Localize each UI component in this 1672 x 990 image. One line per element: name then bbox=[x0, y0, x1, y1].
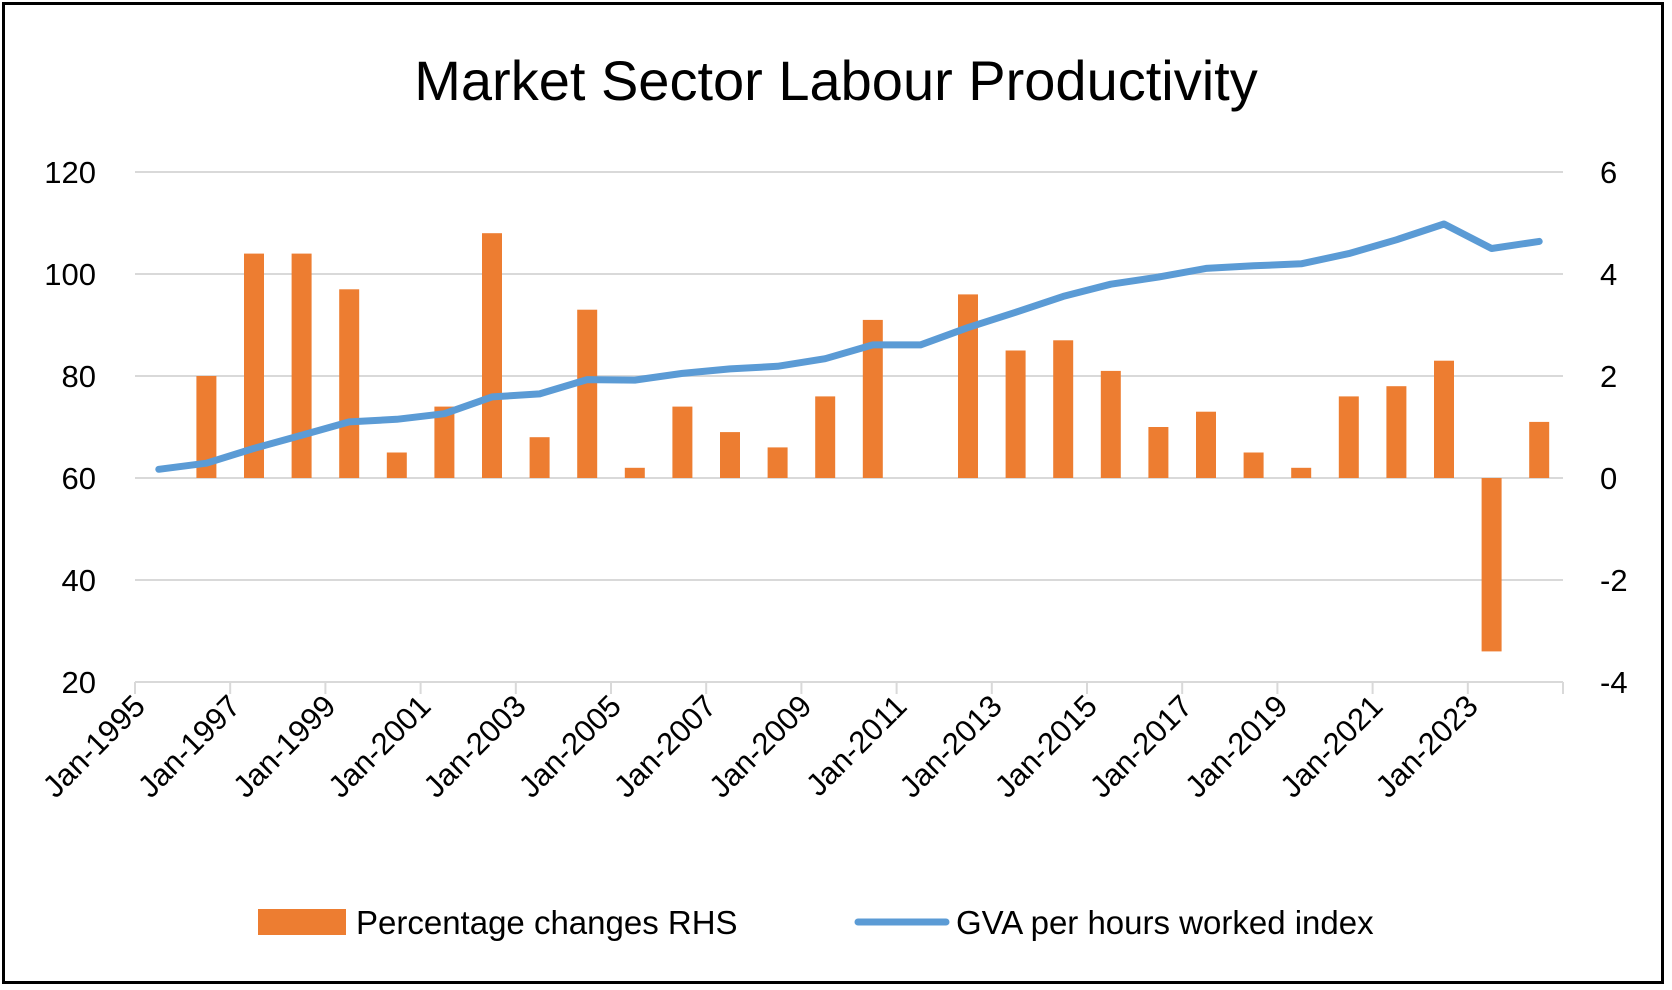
bar bbox=[815, 396, 836, 478]
y-right-tick-label: 0 bbox=[1600, 461, 1617, 496]
x-tick-label: Jan-2011 bbox=[799, 688, 914, 803]
bar bbox=[434, 406, 455, 478]
bar bbox=[1291, 467, 1312, 478]
bar bbox=[720, 432, 740, 478]
x-tick-label: Jan-2003 bbox=[417, 688, 533, 804]
bar bbox=[1148, 427, 1169, 478]
legend-label-bar: Percentage changes RHS bbox=[356, 904, 738, 941]
x-tick-label: Jan-2023 bbox=[1369, 688, 1485, 804]
bar bbox=[1100, 370, 1121, 478]
line-series bbox=[155, 220, 1543, 473]
x-tick-label: Jan-2015 bbox=[988, 688, 1104, 804]
y-right-tick-label: -2 bbox=[1600, 563, 1628, 598]
y-left-tick-label: 40 bbox=[62, 563, 96, 598]
y-left-tick-label: 120 bbox=[44, 155, 96, 190]
x-tick-label: Jan-2007 bbox=[607, 688, 723, 804]
x-tick-label: Jan-2001 bbox=[321, 688, 437, 804]
x-tick-label: Jan-1997 bbox=[131, 688, 247, 804]
x-tick-label: Jan-1995 bbox=[36, 688, 152, 804]
bar bbox=[1434, 360, 1454, 478]
bar bbox=[386, 452, 407, 478]
bar bbox=[1243, 452, 1264, 478]
bar bbox=[339, 289, 360, 478]
y-right-tick-label: 4 bbox=[1600, 257, 1617, 292]
legend-swatch-bar bbox=[258, 909, 346, 935]
gridlines bbox=[135, 171, 1563, 581]
bar bbox=[1196, 411, 1216, 478]
bar bbox=[624, 467, 645, 478]
legend: Percentage changes RHS GVA per hours work… bbox=[258, 904, 1374, 941]
x-tick-label: Jan-2021 bbox=[1273, 688, 1389, 804]
bar bbox=[958, 294, 978, 478]
x-tick-label: Jan-2019 bbox=[1178, 688, 1294, 804]
x-tick-label: Jan-2009 bbox=[702, 688, 818, 804]
bar bbox=[1481, 478, 1502, 652]
bar bbox=[244, 253, 264, 478]
chart-title: Market Sector Labour Productivity bbox=[414, 49, 1257, 112]
bar bbox=[862, 319, 883, 478]
bar bbox=[196, 376, 217, 478]
y-left-tick-label: 100 bbox=[44, 257, 96, 292]
y-right-tick-label: 2 bbox=[1600, 359, 1617, 394]
x-tick-label: Jan-2017 bbox=[1083, 688, 1199, 804]
y-right-tick-label: 6 bbox=[1600, 155, 1617, 190]
y-left-tick-label: 80 bbox=[62, 359, 96, 394]
bar bbox=[577, 309, 598, 478]
bar-series bbox=[196, 233, 1550, 652]
bar bbox=[291, 253, 312, 478]
gva-line bbox=[155, 220, 1543, 473]
bar bbox=[1053, 340, 1074, 478]
axes: 20406080100120-4-20246Jan-1995Jan-1997Ja… bbox=[36, 155, 1628, 804]
x-tick-label: Jan-2005 bbox=[512, 688, 628, 804]
y-left-tick-label: 20 bbox=[62, 665, 96, 700]
bar bbox=[529, 437, 550, 478]
bar bbox=[1338, 396, 1359, 478]
bar bbox=[1386, 386, 1407, 478]
x-tick-label: Jan-2013 bbox=[893, 688, 1009, 804]
y-right-tick-label: -4 bbox=[1600, 665, 1628, 700]
y-left-tick-label: 60 bbox=[62, 461, 96, 496]
bar bbox=[672, 406, 693, 478]
bar bbox=[767, 447, 788, 478]
bar bbox=[482, 233, 502, 478]
bar bbox=[1529, 421, 1550, 478]
x-tick-label: Jan-1999 bbox=[226, 688, 342, 804]
legend-label-line: GVA per hours worked index bbox=[956, 904, 1374, 941]
bar bbox=[1005, 350, 1026, 478]
